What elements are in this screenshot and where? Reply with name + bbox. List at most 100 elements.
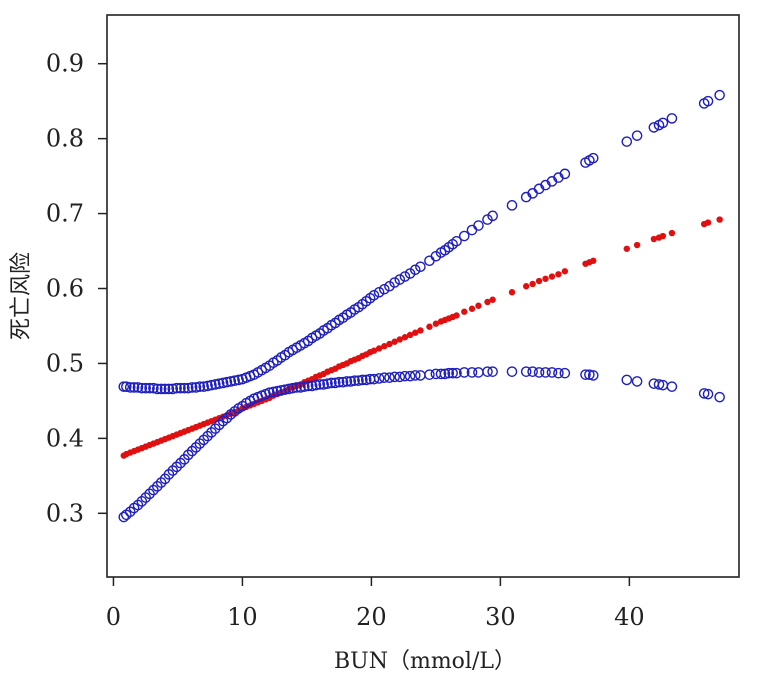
lower-point: [553, 367, 564, 379]
upper-point: [648, 122, 660, 133]
lower-point: [473, 367, 484, 378]
lower-point: [482, 366, 493, 377]
lower-point: [698, 388, 710, 399]
upper-point: [136, 382, 148, 394]
estimate-point: [659, 232, 667, 240]
upper-point: [409, 264, 421, 276]
lower-point: [533, 367, 545, 378]
estimate-point: [468, 305, 476, 312]
upper-point: [506, 200, 518, 211]
lower-point: [295, 382, 306, 393]
lower-point: [341, 376, 353, 387]
estimate-point: [412, 329, 419, 336]
lower-point: [264, 387, 275, 398]
upper-point: [163, 383, 175, 395]
lower-point: [653, 379, 665, 390]
y-axis: 0.3 0.4 0.5 0.6 0.7 0.8 0.9: [46, 50, 107, 527]
upper-point: [559, 168, 571, 180]
y-axis-title: 死亡风险: [9, 252, 34, 340]
lower-point: [329, 377, 341, 389]
estimate-point: [386, 340, 393, 348]
estimate-point: [484, 298, 491, 306]
lower-point: [527, 366, 538, 377]
upper-point: [587, 152, 599, 164]
x-axis-title: BUN（mmol/L）: [334, 649, 516, 674]
estimate-point: [704, 219, 712, 226]
estimate-point: [401, 334, 409, 341]
y-tick-label: 0.9: [46, 50, 84, 78]
estimate-point: [508, 289, 516, 296]
lower-point: [666, 381, 678, 392]
estimate-point: [716, 216, 723, 223]
upper-point: [466, 224, 478, 236]
lower-point: [353, 375, 364, 386]
lower-point: [379, 372, 390, 383]
upper-point: [171, 382, 182, 394]
upper-point: [210, 379, 221, 390]
upper-point: [167, 383, 179, 395]
lower-point: [283, 383, 295, 395]
lower-point: [326, 377, 337, 389]
x-tick-label: 10: [227, 603, 258, 631]
lower-point: [360, 374, 372, 386]
lower-point: [373, 373, 385, 384]
upper-point: [657, 117, 669, 129]
lower-point: [299, 381, 310, 392]
lower-point: [291, 382, 302, 393]
upper-point: [368, 289, 380, 301]
lower-point: [306, 380, 318, 392]
upper-point: [148, 382, 159, 394]
upper-point: [159, 383, 171, 395]
estimate-point: [453, 312, 460, 319]
estimate-point: [623, 245, 630, 252]
upper-point: [225, 376, 237, 387]
lower-point: [506, 366, 518, 377]
upper-point: [458, 230, 470, 242]
upper-point: [399, 271, 411, 282]
lower-point: [322, 378, 333, 389]
estimate-point: [375, 345, 383, 352]
estimate-point: [406, 331, 414, 339]
estimate-point: [381, 343, 388, 350]
upper-point: [190, 382, 202, 393]
lower-point: [466, 367, 478, 378]
lower-point: [435, 368, 447, 380]
estimate-point: [391, 338, 398, 345]
upper-point: [198, 381, 210, 392]
upper-point: [124, 382, 136, 393]
lower-point: [389, 371, 400, 383]
lower-point: [314, 379, 326, 390]
estimate-point: [535, 277, 543, 285]
upper-point: [175, 382, 186, 394]
upper-point: [194, 381, 206, 392]
lower-point: [287, 382, 299, 394]
lower-point: [443, 367, 455, 379]
lower-point: [621, 374, 633, 386]
estimate-point: [555, 271, 562, 278]
series-estimate: [120, 216, 723, 459]
upper-point: [140, 382, 151, 394]
upper-point: [621, 136, 633, 147]
upper-point: [132, 382, 144, 393]
lower-point: [333, 376, 345, 388]
lower-point: [559, 367, 571, 379]
upper-point: [182, 382, 194, 394]
upper-point: [128, 382, 140, 393]
lower-point: [702, 388, 714, 400]
lower-point: [394, 371, 406, 383]
lower-point: [409, 370, 421, 381]
lower-point: [447, 367, 458, 379]
upper-point: [121, 381, 132, 392]
estimate-point: [668, 229, 676, 237]
y-tick-label: 0.7: [46, 200, 84, 228]
lower-point: [279, 384, 291, 395]
upper-point: [415, 261, 426, 273]
estimate-point: [633, 241, 641, 249]
lower-point: [520, 366, 532, 377]
upper-point: [394, 274, 406, 285]
upper-point: [152, 383, 163, 395]
lower-point: [584, 369, 595, 380]
lower-point: [357, 374, 368, 386]
lower-point: [384, 372, 395, 383]
estimate-point: [650, 235, 658, 243]
